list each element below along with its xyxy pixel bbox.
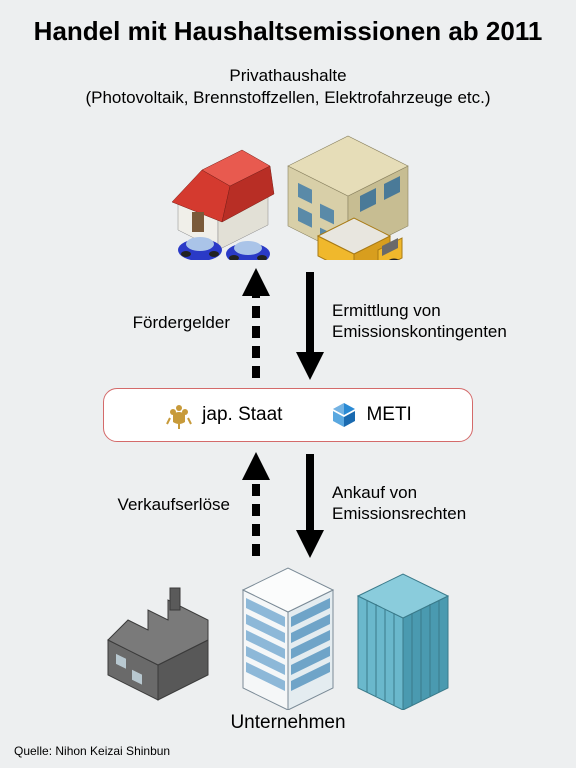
label-foerdergelder: Fördergelder [100, 312, 230, 333]
page-title: Handel mit Haushaltsemissionen ab 2011 [0, 0, 576, 47]
crest-icon [164, 400, 194, 430]
source-line: Quelle: Nihon Keizai Shinbun [14, 744, 170, 758]
subtitle-line1: Privathaushalte [229, 66, 346, 85]
arrow-top-down [296, 272, 324, 380]
households-illustration [138, 120, 438, 260]
meti-icon [330, 401, 358, 429]
arrow-bottom-down [296, 454, 324, 558]
label-ermittlung: Ermittlung von Emissionskontingenten [332, 300, 507, 343]
label-verkaufserloese: Verkaufserlöse [90, 494, 230, 515]
subtitle: Privathaushalte (Photovoltaik, Brennstof… [0, 65, 576, 109]
gov-state: jap. Staat [164, 400, 282, 430]
gov-meti: METI [330, 401, 411, 429]
companies-illustration [98, 560, 478, 710]
arrow-top-up [242, 268, 270, 378]
arrow-bottom-up [242, 452, 270, 556]
subtitle-line2: (Photovoltaik, Brennstoffzellen, Elektro… [85, 88, 490, 107]
gov-state-label: jap. Staat [202, 404, 282, 426]
label-ankauf: Ankauf von Emissionsrechten [332, 482, 466, 525]
gov-meti-label: METI [366, 404, 411, 426]
government-box: jap. Staat METI [103, 388, 473, 442]
companies-label: Unternehmen [230, 712, 345, 734]
